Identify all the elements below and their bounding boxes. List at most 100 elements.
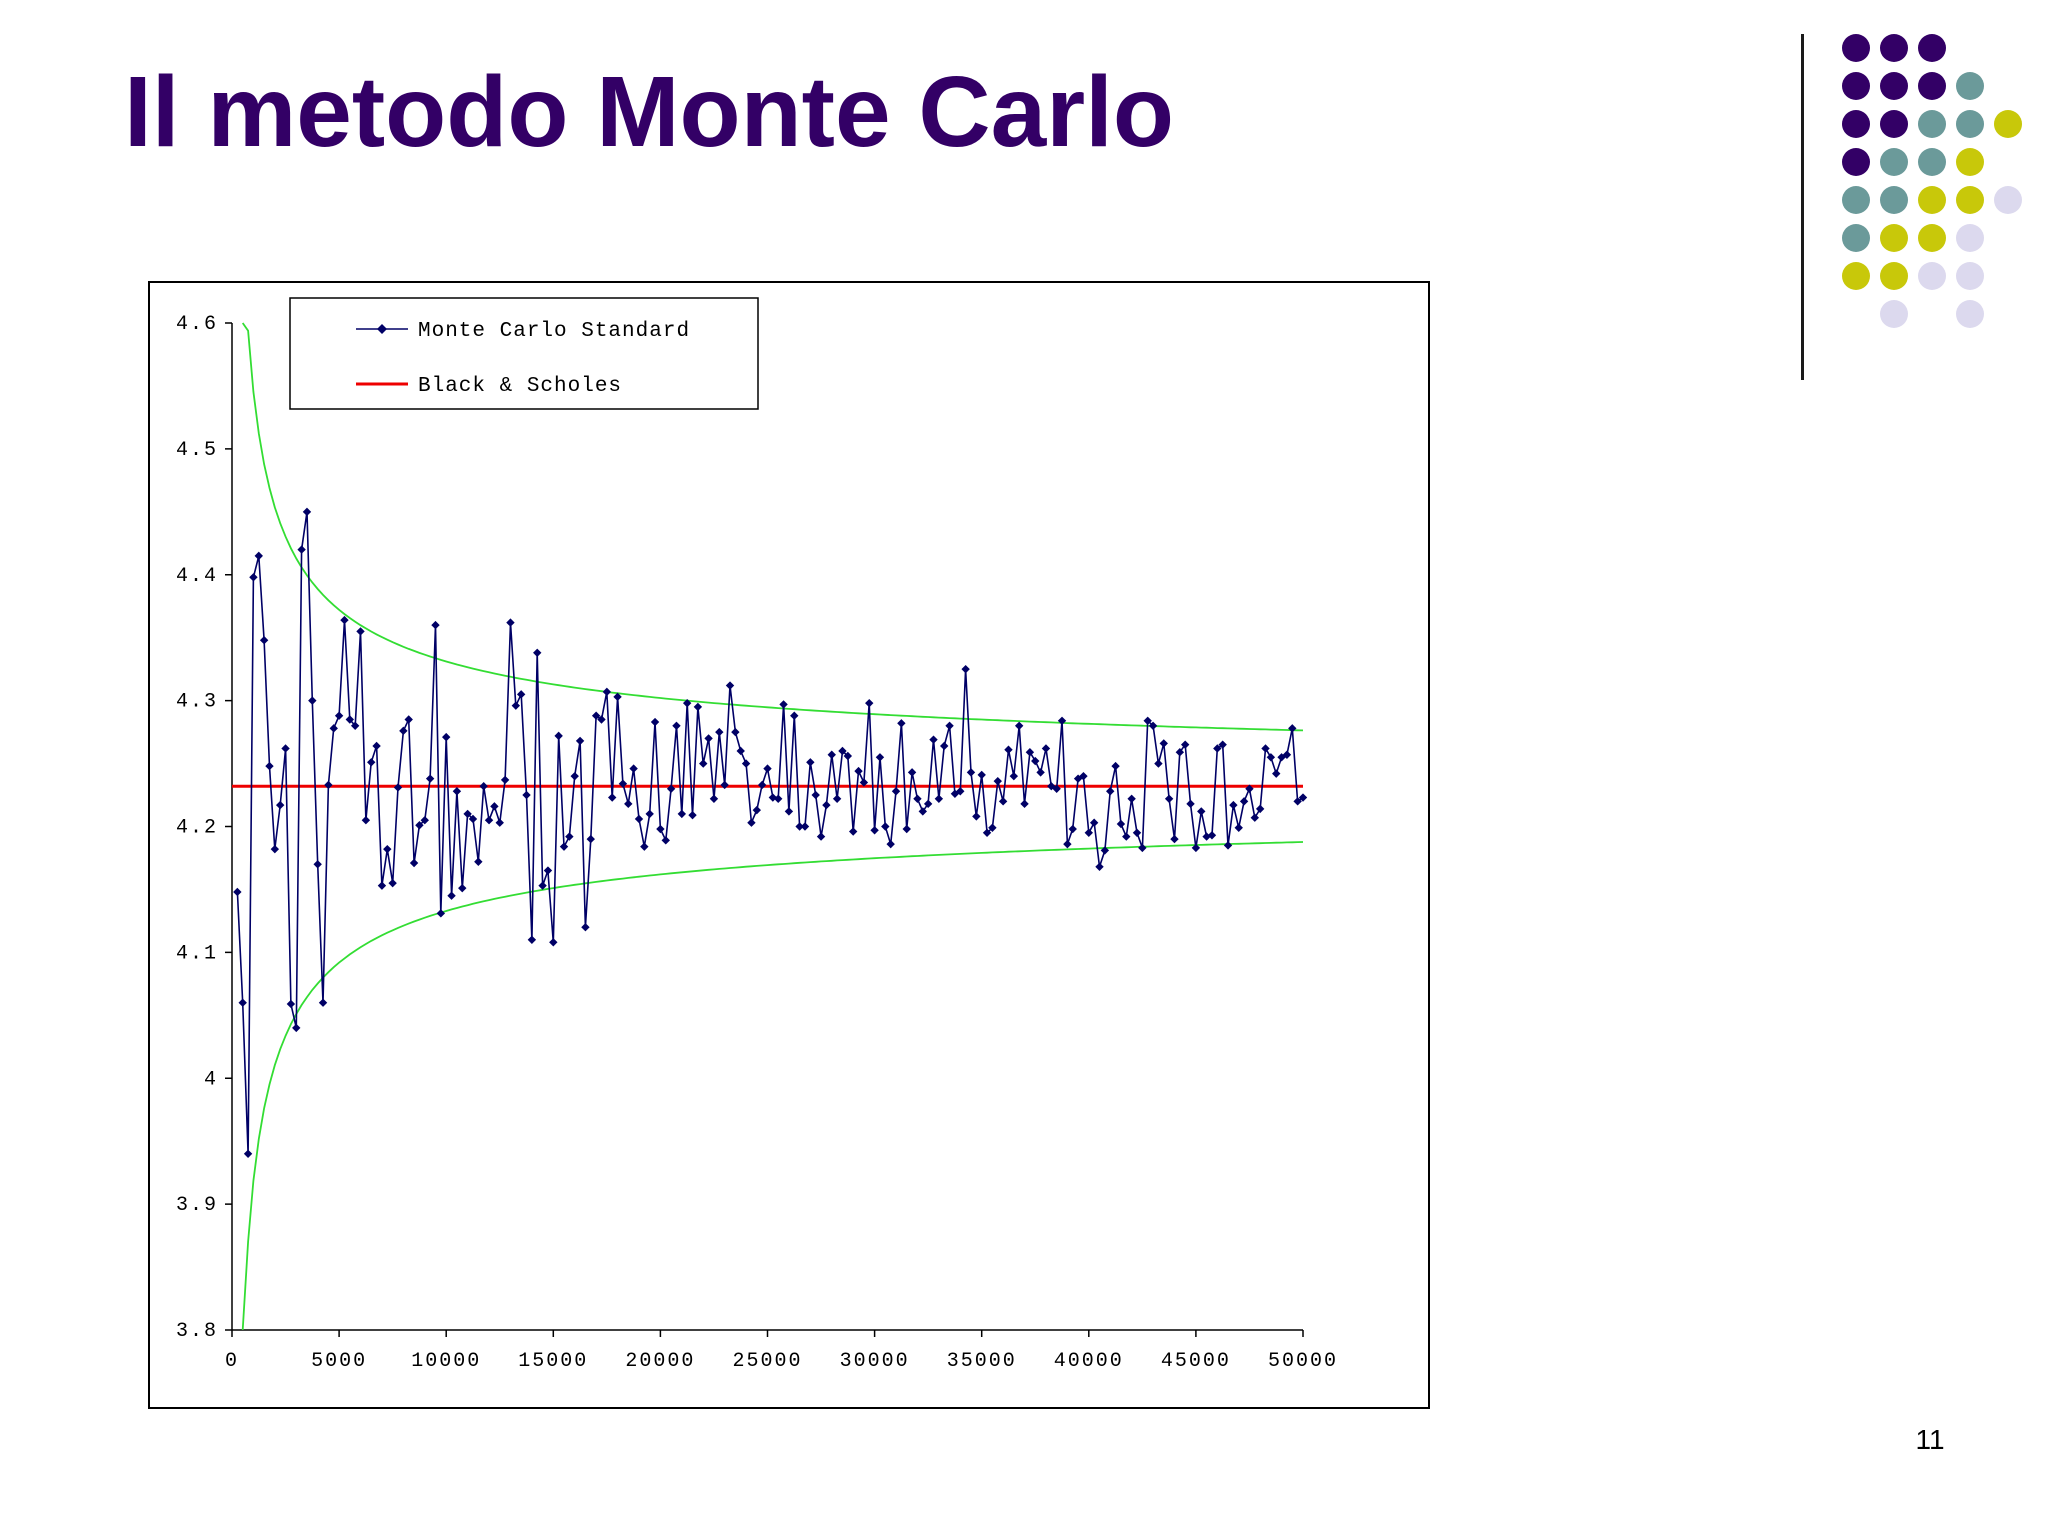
monte-carlo-point	[774, 794, 783, 804]
monte-carlo-point	[522, 790, 531, 800]
monte-carlo-point	[1170, 834, 1179, 844]
monte-carlo-point	[516, 690, 526, 699]
monte-carlo-point	[747, 818, 756, 827]
monte-carlo-point	[490, 802, 499, 811]
monte-carlo-point	[233, 887, 242, 897]
monte-carlo-point	[431, 620, 440, 630]
monte-carlo-point	[875, 753, 885, 762]
y-tick-label: 4.5	[176, 439, 218, 462]
x-tick-label: 0	[225, 1350, 239, 1373]
monte-carlo-point	[1089, 818, 1099, 827]
monte-carlo-point	[259, 636, 269, 645]
monte-carlo-point	[452, 787, 462, 796]
monte-carlo-point	[1154, 759, 1163, 768]
monte-carlo-point	[1148, 721, 1158, 730]
monte-carlo-point	[715, 727, 724, 737]
monte-carlo-point	[1207, 831, 1217, 840]
decor-dot	[1842, 72, 1870, 100]
legend-box	[289, 297, 759, 410]
y-tick-label: 4.4	[176, 565, 218, 588]
decor-dot	[1880, 300, 1908, 328]
monte-carlo-point	[1239, 797, 1249, 806]
decor-dot	[1880, 262, 1908, 290]
monte-carlo-point	[559, 842, 569, 851]
monte-carlo-point	[961, 664, 970, 674]
monte-carlo-point	[1041, 744, 1051, 753]
decor-dot	[1842, 110, 1870, 138]
monte-carlo-point	[388, 878, 397, 888]
y-tick-label: 4.1	[176, 942, 218, 965]
monte-carlo-point	[998, 797, 1008, 806]
monte-carlo-point	[1164, 794, 1174, 804]
upper-confidence-band	[241, 322, 1304, 732]
monte-carlo-point	[1175, 748, 1185, 757]
monte-carlo-point	[1293, 797, 1302, 806]
monte-carlo-point	[640, 842, 649, 851]
monte-carlo-point	[624, 799, 633, 809]
monte-carlo-point	[656, 824, 665, 834]
x-tick-label: 10000	[411, 1350, 481, 1373]
monte-carlo-point	[1180, 740, 1190, 749]
monte-carlo-point	[243, 1149, 253, 1158]
decor-dot	[1956, 186, 1984, 214]
decor-dot	[1918, 262, 1946, 290]
monte-carlo-point	[918, 807, 927, 816]
monte-carlo-series	[233, 507, 1308, 1158]
monte-carlo-point	[367, 758, 376, 767]
x-tick-label: 15000	[518, 1350, 588, 1373]
monte-carlo-point	[447, 891, 456, 900]
monte-carlo-point	[1057, 716, 1067, 725]
monte-carlo-point	[977, 770, 986, 780]
monte-carlo-point	[800, 822, 810, 831]
monte-carlo-point	[870, 826, 879, 835]
monte-carlo-point	[1282, 750, 1292, 759]
monte-carlo-point	[581, 923, 590, 932]
monte-carlo-point	[923, 799, 933, 809]
monte-carlo-point	[1111, 761, 1120, 771]
monte-carlo-point	[650, 717, 660, 727]
x-tick-label: 40000	[1054, 1350, 1124, 1373]
monte-carlo-point	[1100, 846, 1110, 855]
monte-carlo-point	[533, 648, 542, 657]
x-tick-label: 20000	[625, 1350, 695, 1373]
monte-carlo-point	[940, 741, 949, 751]
chart-frame: 3.8 3.9 4 4.1 4.2 4.3 4.4 4.5 4.6 0 5000 10000 15000…	[148, 281, 1430, 1409]
monte-carlo-point	[1014, 721, 1024, 730]
monte-carlo-point	[1031, 756, 1040, 766]
monte-carlo-point	[741, 759, 751, 768]
monte-carlo-point	[468, 814, 478, 824]
monte-carlo-point	[1288, 724, 1297, 733]
decor-dot	[1994, 186, 2022, 214]
monte-carlo-point	[848, 827, 858, 836]
monte-carlo-point	[881, 822, 890, 831]
monte-carlo-point	[832, 794, 842, 804]
decor-dot	[1918, 148, 1946, 176]
monte-carlo-point	[822, 800, 831, 810]
y-tick-label: 3.9	[176, 1194, 218, 1217]
decor-dot	[1956, 110, 1984, 138]
decorative-divider	[1801, 34, 1804, 380]
monte-carlo-point	[254, 551, 263, 561]
monte-carlo-point	[1159, 739, 1168, 748]
x-tick-label: 35000	[947, 1350, 1017, 1373]
monte-carlo-point	[843, 751, 853, 761]
monte-carlo-point	[1272, 769, 1281, 778]
decor-dot	[1956, 262, 1984, 290]
monte-carlo-point	[506, 618, 515, 627]
monte-carlo-point	[966, 768, 976, 777]
monte-carlo-point	[318, 998, 328, 1007]
decor-dot	[1918, 72, 1946, 100]
x-tick-label: 25000	[732, 1350, 802, 1373]
monte-carlo-point	[902, 824, 911, 834]
monte-carlo-point	[597, 715, 606, 724]
monte-carlo-point	[484, 816, 494, 825]
monte-carlo-point	[731, 727, 740, 737]
monte-carlo-point	[356, 627, 365, 636]
monte-carlo-point	[1079, 771, 1088, 781]
monte-carlo-point	[972, 812, 981, 821]
x-tick-label: 30000	[840, 1350, 910, 1373]
monte-carlo-point	[479, 782, 488, 791]
monte-carlo-point	[1132, 828, 1142, 837]
monte-carlo-point	[1213, 744, 1222, 753]
monte-carlo-point	[725, 681, 735, 690]
